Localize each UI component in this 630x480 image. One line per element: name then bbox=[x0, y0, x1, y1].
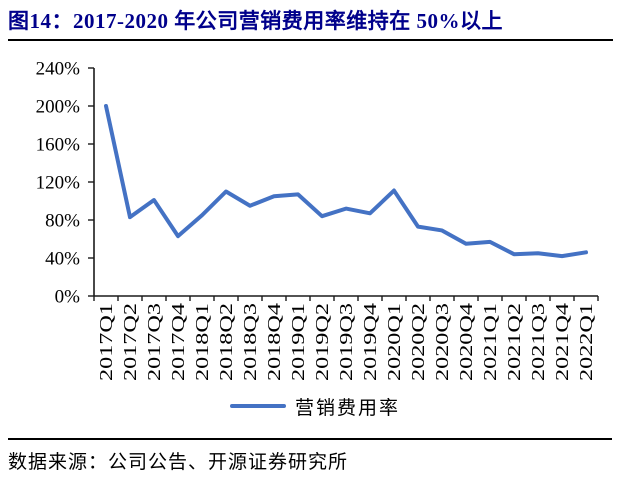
y-axis-tick-label: 40% bbox=[45, 249, 80, 270]
x-axis-tick-label: 2020Q3 bbox=[432, 303, 452, 381]
x-axis-tick-label: 2020Q1 bbox=[384, 303, 404, 381]
x-axis-tick-label: 2019Q3 bbox=[336, 303, 356, 381]
y-axis-tick-label: 80% bbox=[45, 211, 80, 232]
legend-label: 营销费用率 bbox=[294, 397, 400, 419]
x-axis-tick-label: 2021Q4 bbox=[552, 303, 572, 381]
x-axis-tick-label: 2018Q4 bbox=[264, 303, 284, 381]
x-axis-tick-label: 2017Q2 bbox=[120, 303, 140, 381]
line-chart: 0%40%80%120%160%200%240%2017Q1 2017Q2 2017… bbox=[36, 59, 599, 381]
x-axis-tick-label: 2018Q3 bbox=[240, 303, 260, 381]
footer-divider bbox=[8, 438, 612, 440]
legend-line-icon bbox=[229, 404, 286, 408]
x-axis-tick-label: 2019Q2 bbox=[312, 303, 332, 381]
x-axis-tick-label: 2020Q4 bbox=[456, 303, 476, 381]
series-line bbox=[104, 104, 588, 259]
x-axis-tick-label: 2018Q2 bbox=[216, 303, 236, 381]
figure-title: 图14：2017-2020 年公司营销费用率维持在 50%以上 bbox=[8, 9, 503, 33]
x-axis-tick-label: 2017Q3 bbox=[144, 303, 164, 381]
y-axis-tick-label: 240% bbox=[36, 59, 81, 80]
x-axis-tick-label: 2017Q4 bbox=[168, 303, 188, 381]
y-axis-tick-label: 200% bbox=[36, 97, 81, 118]
y-axis-tick-label: 120% bbox=[36, 173, 81, 194]
y-axis-tick-label: 160% bbox=[36, 135, 81, 156]
x-axis-tick-label: 2022Q1 bbox=[576, 303, 596, 381]
title-divider bbox=[8, 39, 613, 41]
y-axis-tick-label: 0% bbox=[55, 287, 81, 308]
x-axis-tick-label: 2019Q1 bbox=[288, 303, 308, 381]
x-axis-tick-label: 2018Q1 bbox=[192, 303, 212, 381]
x-axis-tick-label: 2021Q1 bbox=[480, 303, 500, 381]
x-axis-tick-label: 2021Q3 bbox=[528, 303, 548, 381]
x-axis-tick-label: 2020Q2 bbox=[408, 303, 428, 381]
data-source: 数据来源：公司公告、开源证券研究所 bbox=[8, 452, 349, 473]
x-axis-tick-label: 2019Q4 bbox=[360, 303, 380, 381]
chart-legend: 营销费用率 bbox=[0, 393, 630, 419]
x-axis-tick-label: 2017Q1 bbox=[96, 303, 116, 381]
x-axis-tick-label: 2021Q2 bbox=[504, 303, 524, 381]
